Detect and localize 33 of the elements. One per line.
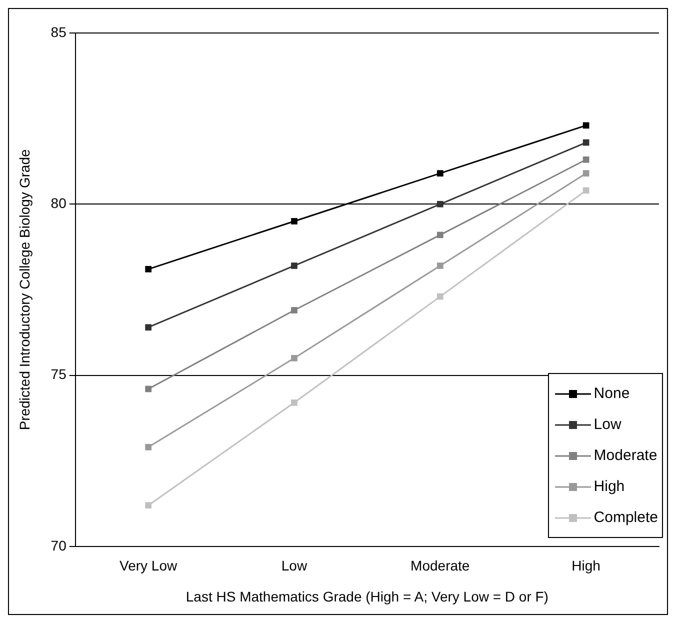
x-tick-label: Moderate (410, 558, 470, 574)
x-tick-label: Very Low (120, 558, 178, 574)
point (145, 502, 152, 509)
y-tick-label: 80 (50, 194, 67, 211)
point (582, 156, 590, 163)
y-axis-title: Predicted Introductory College Biology Grade (16, 149, 32, 430)
legend-label: Low (594, 416, 622, 433)
legend-label: None (594, 385, 630, 402)
point (436, 200, 444, 208)
point (436, 262, 444, 269)
point (436, 232, 444, 238)
legend-label: Complete (594, 509, 658, 526)
point (582, 122, 590, 129)
point (291, 354, 298, 362)
x-tick-label: High (572, 558, 600, 574)
x-axis-title: Last HS Mathematics Grade (High = A; Very Low = D or F) (186, 588, 548, 604)
y-tick-label: 70 (50, 537, 67, 554)
y-tick-label: 75 (50, 366, 67, 382)
point (145, 386, 152, 392)
point (291, 262, 298, 269)
legend-label: Moderate (594, 447, 658, 464)
point (145, 444, 152, 450)
x-tick-label: Low (281, 558, 308, 574)
point (582, 170, 590, 177)
point (145, 324, 152, 331)
point (436, 293, 444, 300)
point (436, 170, 444, 177)
y-tick-label: 85 (50, 24, 67, 40)
point (291, 218, 298, 224)
legend-label: High (594, 478, 625, 495)
point (145, 266, 152, 272)
point (291, 307, 298, 314)
point (291, 399, 298, 406)
